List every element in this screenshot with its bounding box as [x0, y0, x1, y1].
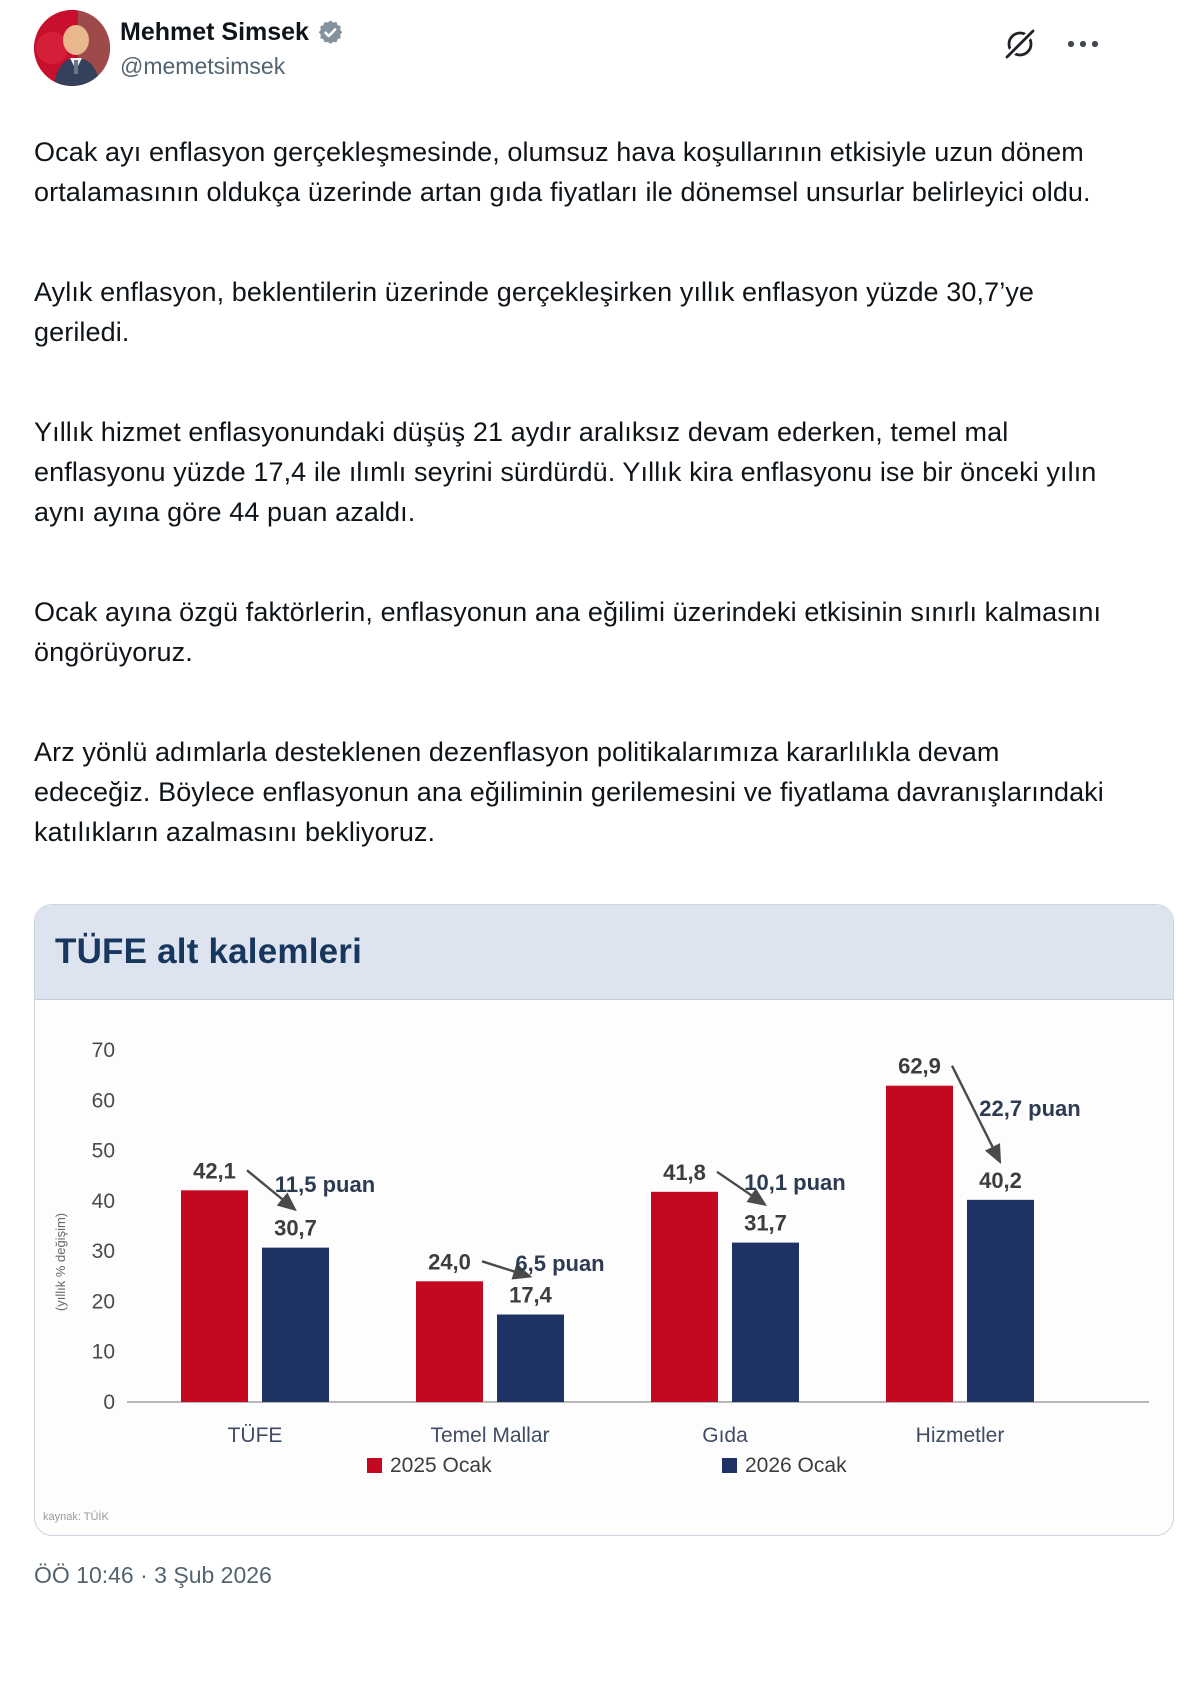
svg-text:10: 10 — [92, 1341, 115, 1364]
svg-text:40: 40 — [92, 1190, 115, 1213]
svg-text:24,0: 24,0 — [428, 1249, 471, 1274]
legend-swatch-2025 — [367, 1458, 382, 1473]
bar-2025-Gıda — [651, 1191, 718, 1402]
avatar-image — [34, 10, 110, 86]
svg-text:41,8: 41,8 — [663, 1160, 706, 1185]
category-label: Gıda — [702, 1424, 748, 1447]
bar-2025-TÜFE — [181, 1190, 248, 1402]
avatar[interactable] — [34, 10, 110, 86]
svg-text:42,1: 42,1 — [193, 1158, 236, 1183]
tweet-text: Ocak ayı enflasyon gerçekleşmesinde, olu… — [34, 132, 1109, 852]
svg-text:31,7: 31,7 — [744, 1211, 787, 1236]
source-note: kaynak: TÜİK — [43, 1510, 109, 1523]
category-label: Hizmetler — [916, 1424, 1005, 1447]
bar-2026-TÜFE — [262, 1247, 329, 1402]
bar-2026-Hizmetler — [967, 1199, 1034, 1402]
bar-2025-Temel Mallar — [416, 1281, 483, 1402]
bar-2026-Gıda — [732, 1242, 799, 1402]
diff-annotation: 6,5 puan — [515, 1251, 604, 1276]
category-label: Temel Mallar — [430, 1424, 549, 1447]
timestamp[interactable]: ÖÖ 10:46 · 3 Şub 2026 — [34, 1562, 272, 1588]
svg-text:50: 50 — [92, 1140, 115, 1163]
legend-swatch-2026 — [722, 1458, 737, 1473]
chart-plot-area: 0 10 20 30 40 50 60 70 (yıllık % değişim) 42,1 30,… — [35, 1000, 1173, 1535]
tweet-paragraph: Aylık enflasyon, beklentilerin üzerinde … — [34, 277, 1035, 347]
svg-text:0: 0 — [103, 1391, 115, 1414]
svg-text:20: 20 — [92, 1290, 115, 1313]
legend-label-2025: 2025 Ocak — [390, 1454, 492, 1477]
svg-text:70: 70 — [92, 1039, 115, 1062]
svg-text:30: 30 — [92, 1240, 115, 1263]
grok-icon[interactable] — [1002, 24, 1038, 64]
user-handle[interactable]: @memetsimsek — [120, 53, 286, 79]
svg-text:30,7: 30,7 — [274, 1216, 317, 1241]
svg-text:40,2: 40,2 — [979, 1168, 1022, 1193]
tweet-image-chart[interactable]: TÜFE alt kalemleri 0 10 20 30 40 50 60 70 (yıllı… — [34, 904, 1174, 1536]
tweet-header: Mehmet Simsek @memetsimsek — [34, 8, 1166, 92]
legend-label-2026: 2026 Ocak — [745, 1454, 847, 1477]
tweet-paragraph: Arz yönlü adımlarla desteklenen dezenfla… — [34, 737, 1104, 847]
display-name[interactable]: Mehmet Simsek — [120, 18, 309, 46]
tweet-paragraph: Ocak ayı enflasyon gerçekleşmesinde, olu… — [34, 137, 1091, 207]
tweet: Mehmet Simsek @memetsimsek Ocak ayı — [34, 8, 1174, 1588]
verified-badge-icon — [318, 20, 343, 44]
bar-2025-Hizmetler — [886, 1085, 953, 1402]
diff-annotation: 11,5 puan — [275, 1172, 375, 1197]
svg-text:17,4: 17,4 — [509, 1283, 553, 1308]
category-label: TÜFE — [228, 1424, 283, 1447]
chart-header-band: TÜFE alt kalemleri — [35, 905, 1173, 1000]
identity-block: Mehmet Simsek @memetsimsek — [120, 18, 344, 80]
chart-svg: 0 10 20 30 40 50 60 70 (yıllık % değişim) 42,1 30,… — [43, 1039, 1149, 1523]
tweet-paragraph: Ocak ayına özgü faktörlerin, enflasyonun… — [34, 597, 1102, 667]
svg-text:62,9: 62,9 — [898, 1054, 941, 1079]
svg-text:(yıllık % değişim): (yıllık % değişim) — [53, 1213, 68, 1311]
svg-text:60: 60 — [92, 1089, 115, 1112]
header-actions — [1002, 24, 1100, 64]
tweet-paragraph: Yıllık hizmet enflasyonundaki düşüş 21 a… — [34, 417, 1097, 527]
more-menu-icon[interactable] — [1066, 39, 1100, 49]
bar-2026-Temel Mallar — [497, 1314, 564, 1402]
diff-annotation: 22,7 puan — [979, 1096, 1080, 1121]
chart-title: TÜFE alt kalemleri — [55, 932, 363, 971]
diff-annotation: 10,1 puan — [744, 1170, 845, 1195]
